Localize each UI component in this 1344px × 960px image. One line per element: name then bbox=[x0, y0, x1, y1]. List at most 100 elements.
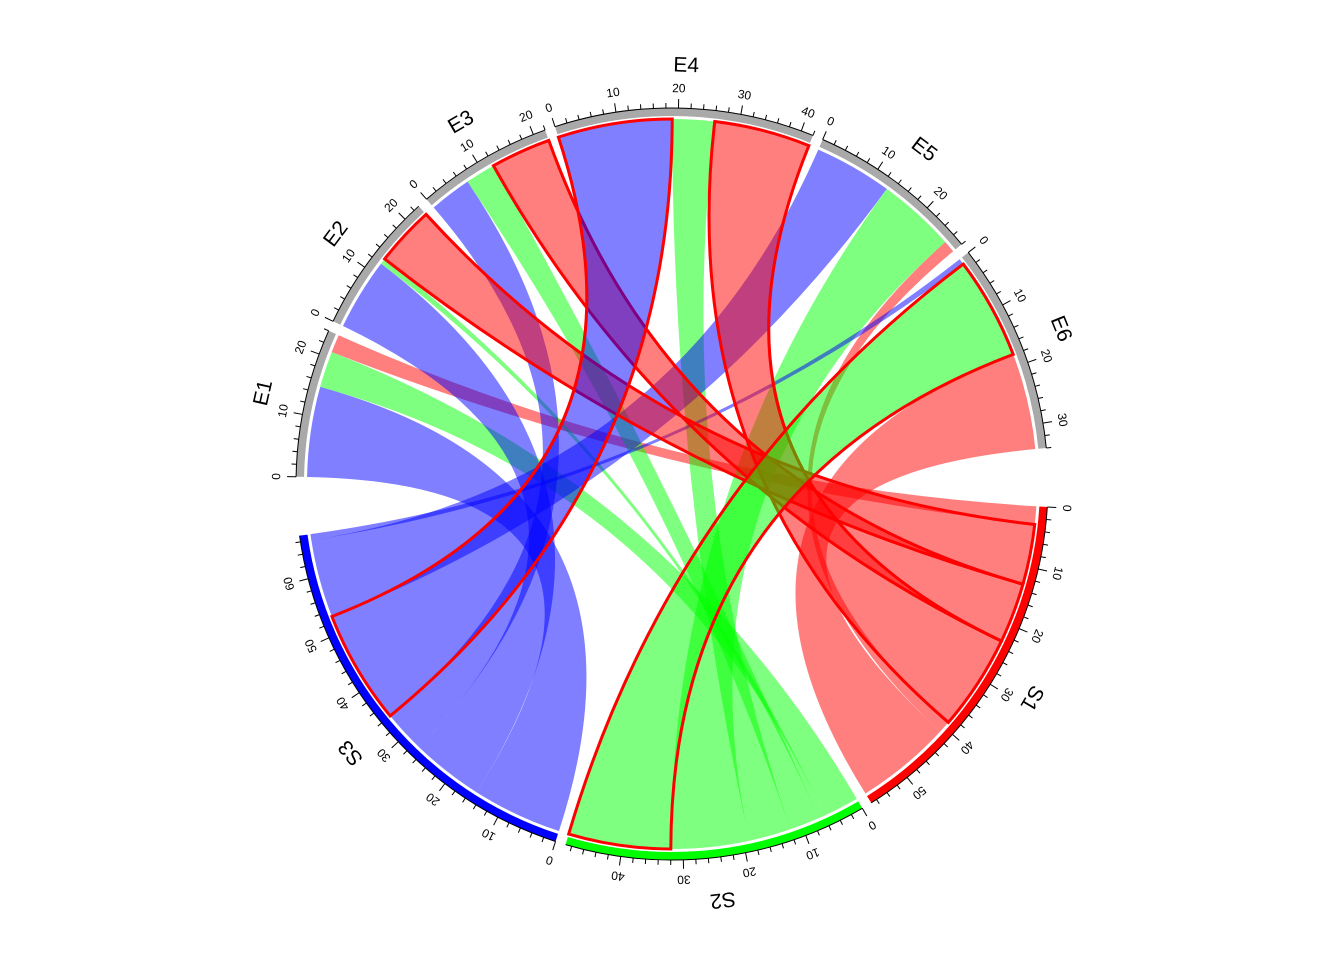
axis-tick bbox=[329, 648, 335, 652]
axis-tick bbox=[961, 240, 966, 245]
axis-tick bbox=[953, 231, 958, 236]
axis-tick bbox=[551, 117, 556, 127]
tick-label: 0 bbox=[825, 114, 837, 130]
link-s2-e1 bbox=[320, 352, 857, 816]
axis-tick bbox=[769, 846, 772, 852]
axis-tick bbox=[925, 760, 930, 766]
axis-tick bbox=[943, 743, 949, 748]
link-s1-e1 bbox=[331, 335, 1037, 525]
tick-label: 20 bbox=[1028, 627, 1046, 645]
axis-tick bbox=[420, 192, 427, 200]
axis-tick bbox=[335, 659, 341, 664]
axis-tick bbox=[485, 151, 489, 157]
axis-tick bbox=[1035, 580, 1041, 583]
tick-label: 20 bbox=[292, 338, 310, 356]
axis-tick bbox=[975, 259, 981, 263]
axis-tick bbox=[412, 759, 417, 764]
tick-label: 50 bbox=[910, 783, 929, 802]
axis-tick bbox=[367, 253, 373, 258]
tick-label: 30 bbox=[1055, 412, 1071, 428]
tick-label: 0 bbox=[307, 306, 323, 318]
sector-label-s3: S3 bbox=[334, 736, 368, 770]
axis-tick bbox=[614, 103, 617, 113]
axis-tick bbox=[517, 827, 521, 833]
axis-tick bbox=[293, 438, 299, 440]
axis-tick bbox=[757, 849, 760, 856]
link-s2-e4 bbox=[672, 119, 791, 841]
axis-tick bbox=[916, 769, 921, 774]
axis-tick bbox=[1044, 434, 1050, 436]
sector-label-s1: S1 bbox=[1016, 681, 1049, 715]
tick-label: 0 bbox=[269, 473, 283, 480]
axis-tick bbox=[896, 784, 901, 790]
axis-tick bbox=[506, 822, 510, 828]
axis-tick bbox=[1034, 384, 1041, 387]
axis-tick bbox=[377, 722, 382, 727]
tick-label: 10 bbox=[275, 403, 291, 419]
sector-axis-e5 bbox=[822, 139, 963, 245]
axis-tick bbox=[855, 151, 860, 157]
axis-tick bbox=[310, 363, 316, 367]
tick-label: 30 bbox=[997, 685, 1016, 704]
axis-tick bbox=[594, 852, 597, 858]
axis-tick bbox=[577, 114, 580, 120]
sector-label-s2: S2 bbox=[709, 887, 737, 913]
axis-tick bbox=[844, 145, 849, 151]
tick-label: 10 bbox=[1011, 286, 1030, 305]
sector-axis-e2 bbox=[332, 205, 419, 322]
axis-tick bbox=[431, 775, 436, 781]
tick-label: 10 bbox=[339, 246, 358, 265]
axis-tick bbox=[391, 741, 399, 749]
tick-label: 20 bbox=[381, 195, 401, 215]
axis-tick bbox=[1002, 662, 1008, 666]
sector-axis-s2 bbox=[565, 807, 863, 861]
sector-axis-e4 bbox=[554, 107, 814, 136]
tick-label: 0 bbox=[866, 818, 879, 834]
axis-tick bbox=[715, 105, 718, 111]
tick-label: 20 bbox=[1038, 347, 1056, 364]
link-s3-e2 bbox=[342, 263, 556, 793]
axis-tick bbox=[542, 125, 546, 131]
axis-tick bbox=[302, 388, 309, 391]
axis-tick bbox=[297, 553, 303, 556]
sector-axis-e6 bbox=[967, 252, 1047, 449]
axis-tick bbox=[346, 285, 352, 289]
axis-tick bbox=[1031, 592, 1037, 596]
axis-tick bbox=[299, 578, 309, 582]
axis-tick bbox=[421, 767, 426, 772]
axis-tick bbox=[442, 179, 447, 184]
axis-tick bbox=[314, 614, 320, 617]
sector-label-e4: E4 bbox=[673, 53, 700, 77]
axis-tick bbox=[319, 625, 325, 629]
axis-tick bbox=[340, 296, 345, 300]
axis-tick bbox=[403, 750, 408, 755]
axis-tick bbox=[306, 590, 312, 593]
sector-label-e2: E2 bbox=[319, 217, 353, 251]
tick-label: 20 bbox=[423, 790, 442, 809]
axis-tick bbox=[887, 171, 892, 177]
axis-tick bbox=[850, 814, 855, 820]
axis-tick bbox=[839, 820, 843, 825]
tick-label: 10 bbox=[479, 825, 498, 844]
axis-tick bbox=[1038, 396, 1044, 399]
tick-label: 0 bbox=[406, 177, 420, 192]
axis-tick bbox=[362, 702, 367, 707]
axis-tick bbox=[800, 122, 805, 132]
link-s3-e4 bbox=[329, 117, 674, 719]
sector-band-s2 bbox=[565, 801, 863, 860]
axis-tick bbox=[897, 179, 902, 185]
tick-label: 0 bbox=[1060, 504, 1074, 512]
axis-tick bbox=[1042, 421, 1052, 424]
axis-tick bbox=[1043, 543, 1049, 546]
axis-tick bbox=[764, 114, 768, 120]
axis-tick bbox=[310, 350, 320, 355]
axis-tick bbox=[318, 339, 324, 343]
axis-tick bbox=[383, 233, 389, 238]
axis-tick bbox=[816, 830, 820, 836]
tick-label: 10 bbox=[804, 845, 822, 863]
axis-tick bbox=[828, 825, 832, 831]
axis-tick bbox=[300, 566, 306, 569]
axis-tick bbox=[960, 724, 965, 729]
axis-tick bbox=[602, 109, 605, 115]
tick-label: 40 bbox=[799, 103, 817, 121]
